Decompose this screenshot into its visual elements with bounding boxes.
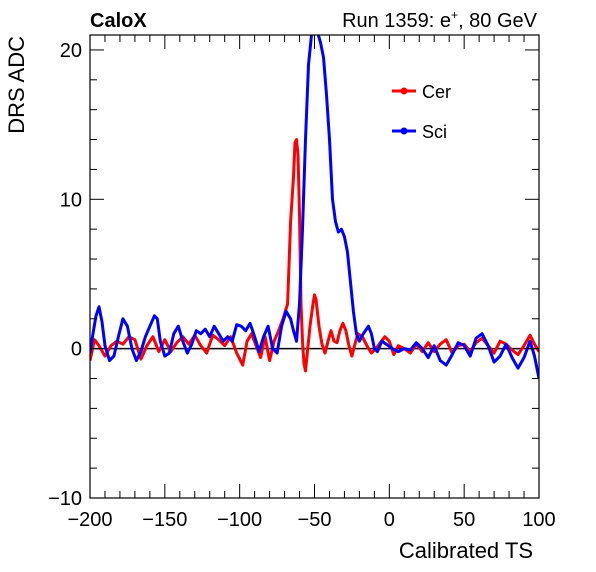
x-axis-title: Calibrated TS — [399, 538, 533, 563]
x-tick-label: 0 — [384, 509, 395, 531]
y-tick-label: 20 — [60, 40, 82, 62]
x-tick-label: 100 — [522, 509, 555, 531]
legend-marker — [400, 127, 408, 135]
y-tick-label: 0 — [71, 339, 82, 361]
legend: Cer Sci — [392, 82, 451, 142]
y-axis-title: DRS ADC — [4, 36, 29, 134]
header: CaloX Run 1359: e+, 80 GeV — [90, 8, 538, 32]
plot-frame — [89, 34, 540, 499]
legend-entry-cer: Cer — [392, 82, 451, 102]
x-tick-label: −50 — [298, 509, 332, 531]
experiment-label: CaloX — [90, 10, 147, 32]
x-tick-label: 50 — [453, 509, 475, 531]
y-tick-label: 10 — [60, 189, 82, 211]
run-label: Run 1359: e+, 80 GeV — [342, 8, 538, 32]
series-line-cer — [90, 138, 539, 373]
legend-label: Sci — [422, 122, 447, 142]
x-tick-label: −150 — [142, 509, 187, 531]
x-tick-label: −100 — [217, 509, 262, 531]
x-tick-label: −200 — [67, 509, 112, 531]
y-tick-label: −10 — [48, 488, 82, 510]
series-line-sci — [90, 35, 539, 379]
legend-entry-sci: Sci — [392, 122, 447, 142]
legend-marker — [400, 87, 408, 95]
legend-label: Cer — [422, 82, 451, 102]
series-layer — [90, 35, 539, 379]
